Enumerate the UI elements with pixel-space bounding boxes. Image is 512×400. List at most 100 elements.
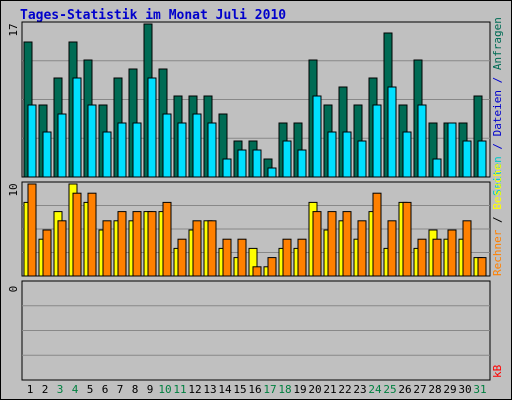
- bar-rechner-day-8: [132, 211, 142, 277]
- bar-rechner-day-14: [222, 238, 232, 277]
- x-tick-label-day-25: 25: [383, 383, 396, 396]
- x-tick-label-day-15: 15: [233, 383, 246, 396]
- bar-rechner-day-18: [282, 238, 292, 277]
- x-tick-label-day-20: 20: [308, 383, 321, 396]
- legend-hits-right: Seiten / Dateien / Anfragen: [491, 17, 504, 196]
- x-tick-label-day-6: 6: [102, 383, 109, 396]
- bar-rechner-day-29: [447, 229, 457, 277]
- x-tick-label-day-12: 12: [188, 383, 201, 396]
- x-tick-label-day-5: 5: [87, 383, 94, 396]
- bar-rechner-day-26: [402, 201, 412, 277]
- bar-rechner-day-1: [27, 183, 37, 277]
- bar-rechner-day-3: [57, 220, 67, 277]
- x-tick-label-day-17: 17: [263, 383, 276, 396]
- legend-visits-right: Rechner / Besuche: [491, 163, 504, 276]
- x-tick-label-day-27: 27: [413, 383, 426, 396]
- y-max-label: 10: [7, 183, 20, 196]
- bar-rechner-day-5: [87, 192, 97, 277]
- y-max-label: 0: [7, 286, 20, 293]
- bar-rechner-day-23: [357, 220, 367, 277]
- bar-dateien-day-7: [117, 122, 127, 178]
- bar-rechner-day-10: [162, 201, 172, 277]
- bar-dateien-day-4: [72, 77, 82, 178]
- bar-rechner-day-13: [207, 220, 217, 277]
- bar-dateien-day-29: [447, 122, 457, 178]
- bar-dateien-day-9: [147, 77, 157, 178]
- x-tick-label-day-11: 11: [173, 383, 186, 396]
- bar-dateien-day-14: [222, 158, 232, 178]
- bar-dateien-day-10: [162, 113, 172, 178]
- bar-dateien-day-22: [342, 131, 352, 178]
- bar-dateien-day-17: [267, 167, 277, 178]
- bar-rechner-day-4: [72, 192, 82, 277]
- bar-rechner-day-12: [192, 220, 202, 277]
- bar-dateien-day-21: [327, 131, 337, 178]
- bar-dateien-day-28: [432, 158, 442, 178]
- x-tick-label-day-21: 21: [323, 383, 336, 396]
- bar-dateien-day-1: [27, 104, 37, 178]
- bar-rechner-day-6: [102, 220, 112, 277]
- bar-rechner-day-30: [462, 220, 472, 277]
- x-tick-label-day-8: 8: [132, 383, 139, 396]
- x-tick-label-day-19: 19: [293, 383, 306, 396]
- bar-rechner-day-20: [312, 211, 322, 277]
- bar-dateien-day-31: [477, 140, 487, 178]
- bar-rechner-day-24: [372, 192, 382, 277]
- x-tick-label-day-14: 14: [218, 383, 232, 396]
- bar-rechner-day-27: [417, 238, 427, 277]
- bar-rechner-day-7: [117, 211, 127, 277]
- bar-dateien-day-15: [237, 149, 247, 178]
- bar-dateien-day-25: [387, 86, 397, 178]
- x-tick-label-day-24: 24: [368, 383, 382, 396]
- bar-rechner-day-15: [237, 238, 247, 277]
- x-tick-label-day-13: 13: [203, 383, 216, 396]
- x-tick-label-day-9: 9: [147, 383, 154, 396]
- bar-dateien-day-6: [102, 131, 112, 178]
- bar-dateien-day-27: [417, 104, 427, 178]
- bar-dateien-day-5: [87, 104, 97, 178]
- bar-dateien-day-19: [297, 149, 307, 178]
- x-tick-label-day-23: 23: [353, 383, 366, 396]
- bar-rechner-day-19: [297, 238, 307, 277]
- x-tick-label-day-18: 18: [278, 383, 291, 396]
- x-tick-label-day-7: 7: [117, 383, 124, 396]
- bar-dateien-day-8: [132, 122, 142, 178]
- bar-dateien-day-13: [207, 122, 217, 178]
- bar-dateien-day-24: [372, 104, 382, 178]
- x-tick-label-day-4: 4: [72, 383, 79, 396]
- bar-dateien-day-11: [177, 122, 187, 178]
- x-tick-label-day-26: 26: [398, 383, 411, 396]
- x-tick-label-day-1: 1: [27, 383, 34, 396]
- bar-dateien-day-2: [42, 131, 52, 178]
- bar-rechner-day-31: [477, 257, 487, 277]
- x-tick-label-day-31: 31: [473, 383, 486, 396]
- bar-rechner-day-9: [147, 211, 157, 277]
- x-tick-label-day-2: 2: [42, 383, 49, 396]
- bar-dateien-day-3: [57, 113, 67, 178]
- x-tick-label-day-28: 28: [428, 383, 441, 396]
- bar-rechner-day-16: [252, 266, 262, 277]
- bar-rechner-day-21: [327, 211, 337, 277]
- chart-title: Tages-Statistik im Monat Juli 2010: [20, 8, 287, 23]
- bar-dateien-day-16: [252, 149, 262, 178]
- legend-kb-right: kB: [491, 364, 504, 378]
- bar-dateien-day-23: [357, 140, 367, 178]
- x-tick-label-day-22: 22: [338, 383, 351, 396]
- x-tick-label-day-16: 16: [248, 383, 261, 396]
- y-max-label: 17: [7, 23, 20, 36]
- x-tick-label-day-29: 29: [443, 383, 456, 396]
- bar-rechner-day-11: [177, 238, 187, 277]
- bar-rechner-day-22: [342, 211, 352, 277]
- bar-dateien-day-12: [192, 113, 202, 178]
- bar-rechner-day-17: [267, 257, 277, 277]
- bar-dateien-day-26: [402, 131, 412, 178]
- bar-dateien-day-30: [462, 140, 472, 178]
- x-tick-label-day-30: 30: [458, 383, 471, 396]
- bar-dateien-day-20: [312, 95, 322, 178]
- bar-rechner-day-28: [432, 238, 442, 277]
- x-tick-label-day-3: 3: [57, 383, 64, 396]
- bar-rechner-day-25: [387, 220, 397, 277]
- bar-dateien-day-18: [282, 140, 292, 178]
- bar-rechner-day-2: [42, 229, 52, 277]
